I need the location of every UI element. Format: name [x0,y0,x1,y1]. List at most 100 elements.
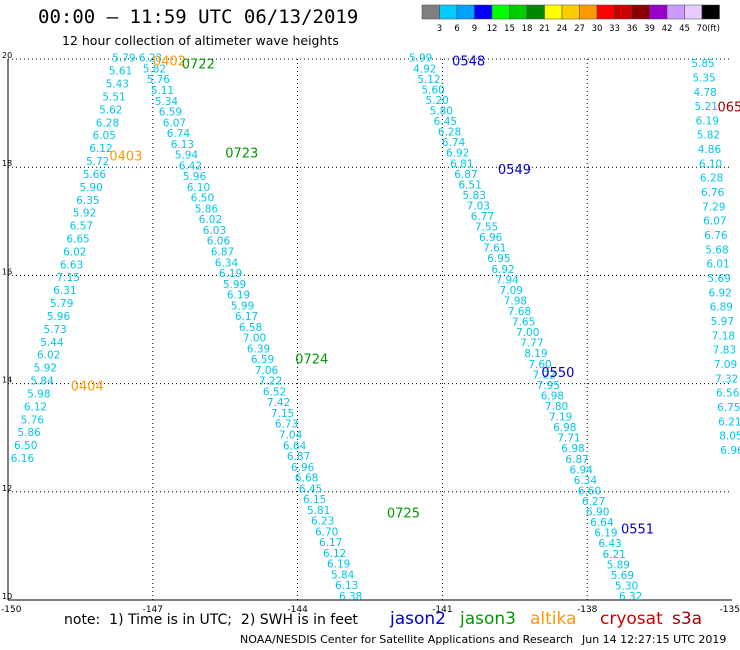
x-tick-label: -138 [577,605,598,615]
scale-swatch [456,4,475,20]
wave-height-value: 7.22 [259,376,282,388]
y-tick-label: 20 [2,51,12,60]
wave-height-value: 7.77 [520,338,543,350]
legend-jason3: jason3 [460,609,516,629]
wave-height-value: 6.98 [553,422,576,434]
wave-height-value: 6.16 [11,453,35,465]
wave-height-value: 7.42 [267,397,290,409]
scale-swatch [579,4,598,20]
wave-height-value: 6.87 [565,454,588,466]
wave-height-value: 6.64 [590,517,614,529]
wave-height-value: 5.51 [102,91,125,103]
wave-height-value: 5.21 [695,101,718,113]
scale-swatch [544,4,563,20]
y-tick-label: 12 [2,484,12,493]
wave-height-value: 5.44 [40,337,64,349]
wave-height-value: 5.72 [86,156,109,168]
scale-threshold-label: 27 [574,24,585,34]
wave-height-value: 5.11 [151,85,174,97]
wave-height-value: 7.00 [243,333,266,345]
wave-height-value: 6.52 [263,386,286,398]
wave-height-value: 7.19 [549,412,572,424]
wave-height-value: 6.92 [491,264,514,276]
wave-height-value: 7.04 [279,430,303,442]
wave-height-value: 7.83 [713,345,736,357]
wave-height-value: 5.69 [611,570,634,582]
x-tick-label: -150 [1,605,22,615]
wave-height-value: 6.02 [199,214,222,226]
wave-height-value: 6.02 [63,246,86,258]
wave-height-value: 5.86 [195,203,219,215]
wave-height-value: 7.29 [702,201,725,213]
wave-height-value: 7.00 [516,327,539,339]
wave-height-value: 5.69 [707,273,730,285]
pass-time-label: 0404 [71,379,104,394]
wave-height-value: 6.19 [594,528,617,540]
pass-time-label: 0551 [621,523,654,538]
wave-height-value: 5.61 [109,66,132,78]
scale-swatch [561,4,580,20]
scale-threshold-label: 12 [487,24,498,34]
wave-height-value: 6.21 [718,416,740,428]
wave-height-value: 6.89 [710,302,733,314]
wave-height-value: 6.17 [235,311,258,323]
scale-swatch [509,4,528,20]
wave-height-value: 5.30 [615,580,638,592]
wave-height-value: 5.79 [112,53,135,65]
wave-height-value: 6.23 [139,53,162,65]
wave-height-value: 5.99 [409,53,432,65]
wave-height-value: 6.34 [215,257,239,269]
wave-height-value: 5.85 [691,58,714,70]
wave-height-value: 7.94 [495,274,519,286]
wave-height-value: 6.60 [578,485,601,497]
wave-height-value: 4.78 [693,87,716,99]
scale-swatch [474,4,493,20]
wave-height-value: 6.98 [561,443,584,455]
wave-height-value: 6.35 [76,195,99,207]
wave-height-value: 7.60 [528,359,551,371]
wave-height-value: 7.68 [508,306,531,318]
axis-ticks: -150 -147 -144 -141 -138 -135 20 18 16 14 12 10 [1,51,740,615]
wave-height-value: 6.81 [450,158,473,170]
scale-swatch [596,4,615,20]
wave-height-value: 6.28 [700,173,723,185]
gridlines [7,58,732,601]
wave-height-value: 6.12 [323,548,346,560]
pass-time-label: 0722 [182,57,215,72]
wave-height-value: 6.77 [471,211,494,223]
wave-height-value: 7.15 [57,272,80,284]
scale-threshold-label: 15 [504,24,515,34]
pass-time-label: 0654 [718,101,740,116]
pass-time-label: 0549 [498,163,531,178]
scale-threshold-label: 36 [627,24,638,34]
wave-height-value: 6.87 [454,169,477,181]
wave-height-value: 6.19 [327,559,350,571]
wave-height-value: 6.96 [291,462,315,474]
wave-height-value: 6.10 [187,182,210,194]
scale-threshold-label: 70 [697,24,708,34]
wave-height-value: 6.34 [574,475,598,487]
wave-height-value: 6.27 [582,496,605,508]
wave-height-value: 5.66 [83,169,107,181]
wave-height-value: 6.43 [598,538,621,550]
wave-height-value: 5.96 [47,311,71,323]
wave-height-value: 6.90 [586,507,609,519]
scale-threshold-label: 39 [644,24,655,34]
scale-unit-label: (ft) [707,24,720,34]
wave-height-value: 8.05 [719,431,740,443]
wave-height-value: 7.98 [504,295,527,307]
x-tick-label: -141 [432,605,452,615]
wave-height-value: 5.34 [155,96,179,108]
wave-height-value: 6.87 [287,451,310,463]
wave-height-value: 5.90 [79,182,102,194]
wave-height-value: 7.61 [483,243,506,255]
wave-height-value: 5.62 [99,104,122,116]
wave-height-value: 7.06 [255,365,279,377]
wave-height-value: 6.57 [70,221,93,233]
wave-height-value: 7.18 [712,330,735,342]
wave-height-value: 6.05 [93,130,116,142]
wave-height-value: 6.95 [487,253,510,265]
y-tick-label: 10 [2,592,12,601]
wave-height-value: 5.84 [30,376,54,388]
